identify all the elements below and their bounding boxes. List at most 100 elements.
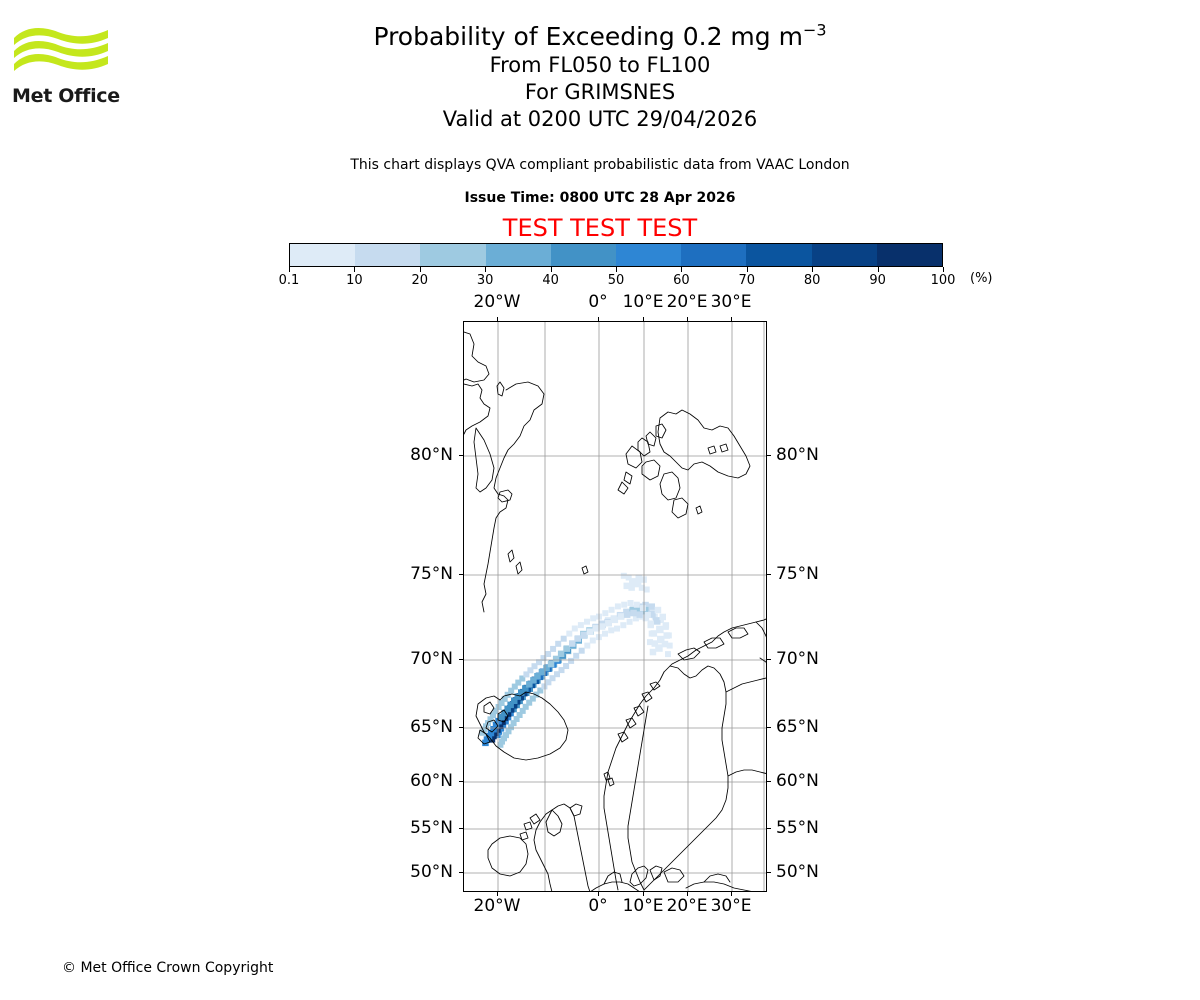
ash-cell-0-4 xyxy=(497,741,504,748)
lat-label-right-0: 80°N xyxy=(776,445,819,465)
ash-cell-21-1 xyxy=(552,655,560,663)
lon-label-top-1: 0° xyxy=(588,292,608,312)
ash-cell-2-4 xyxy=(501,735,507,742)
ash-cell-36-1 xyxy=(642,614,650,622)
ash-cell-28-1 xyxy=(592,625,600,632)
ash-cell-5-1 xyxy=(492,721,500,729)
met-office-waves-icon xyxy=(14,28,108,71)
colorbar-ticklabel-50: 50 xyxy=(607,273,625,288)
ash-cell-28-3 xyxy=(590,615,597,622)
map-panel[interactable] xyxy=(463,321,767,892)
ash-cell-31-4 xyxy=(626,618,633,625)
colorbar-tick-70 xyxy=(746,267,748,272)
lon-label-bottom-0: 20°W xyxy=(473,896,521,916)
colorbar-tick-20 xyxy=(419,267,421,272)
lon-label-bottom-4: 30°E xyxy=(710,896,752,916)
ash-probability-field xyxy=(479,572,673,748)
colorbar-ticklabel-0.1: 0.1 xyxy=(278,273,300,288)
lat-tickmark-right-2 xyxy=(767,659,771,660)
ash-cell-41-0 xyxy=(629,578,637,586)
ash-cell-22-1 xyxy=(557,650,565,658)
ash-cell-22-3 xyxy=(555,640,562,647)
colorbar-ticklabel-40: 40 xyxy=(542,273,559,288)
colorbar-ticklabel-10: 10 xyxy=(346,273,363,288)
ash-cell-20-1 xyxy=(547,660,555,668)
ash-cell-30-3 xyxy=(602,610,609,617)
ash-cell-27-1 xyxy=(586,628,594,635)
ash-cell-37-3 xyxy=(644,611,651,618)
lat-tickmark-left-5 xyxy=(459,828,463,829)
ash-cell-10-1 xyxy=(507,701,514,709)
colorbar-band-4 xyxy=(550,244,617,266)
lat-tickmark-right-3 xyxy=(767,727,771,728)
ash-cell-32-4 xyxy=(632,615,639,622)
ash-cell-33-1 xyxy=(623,611,631,618)
ash-cell-27-4 xyxy=(602,630,608,637)
lon-tickmark-bottom-0 xyxy=(497,892,498,896)
colorbar-tick-10 xyxy=(354,267,356,272)
ash-cell-7-3 xyxy=(495,704,502,710)
ash-cell-30-4 xyxy=(620,622,627,629)
colorbar-tick-0.1 xyxy=(289,267,290,272)
ash-cell-42-0 xyxy=(633,579,642,588)
ash-cell-31-3 xyxy=(608,606,615,613)
flight-level-line: From FL050 to FL100 xyxy=(489,53,711,77)
colorbar-tick-100 xyxy=(943,267,944,272)
ash-cell-17-1 xyxy=(534,673,541,680)
lat-label-left-0: 80°N xyxy=(410,445,453,465)
ash-cell-21-3 xyxy=(550,645,557,652)
ash-cell-40-0 xyxy=(655,644,663,652)
ash-cell-1-4 xyxy=(499,738,505,745)
ash-cell-39-2 xyxy=(663,632,670,639)
ash-cell-34-2 xyxy=(642,601,649,609)
lat-label-right-6: 50°N xyxy=(776,862,819,882)
ash-cell-32-3 xyxy=(614,603,621,610)
ash-cell-14-3 xyxy=(519,675,526,682)
colorbar-bands xyxy=(289,243,943,267)
ash-cell-29-1 xyxy=(598,623,606,630)
ash-cell-36-3 xyxy=(639,605,646,612)
ash-cell-19-1 xyxy=(543,664,550,672)
ash-cell-3-0 xyxy=(493,725,501,733)
colorbar-tick-60 xyxy=(681,267,683,272)
ash-cell-1-3 xyxy=(480,726,487,733)
qva-note: This chart displays QVA compliant probab… xyxy=(350,157,850,173)
ash-cell-20-3 xyxy=(545,651,552,657)
ash-cell-40-1 xyxy=(649,648,657,656)
ash-cell-4-0 xyxy=(495,721,504,729)
ash-cell-21-4 xyxy=(568,657,575,664)
ash-cell-25-3 xyxy=(571,625,578,632)
ash-cell-34-0 xyxy=(635,605,644,613)
ash-cell-26-1 xyxy=(580,631,588,639)
lat-label-right-5: 55°N xyxy=(776,818,819,838)
ash-cell-40-2 xyxy=(661,640,669,648)
ash-cell-17-4 xyxy=(549,675,556,682)
ash-cell-39-1 xyxy=(651,640,658,647)
ash-cell-34-3 xyxy=(627,600,634,606)
colorbar-band-2 xyxy=(420,244,486,266)
lon-label-top-3: 20°E xyxy=(666,292,708,312)
ash-cell-24-4 xyxy=(584,642,591,649)
ash-cell-11-3 xyxy=(508,687,515,694)
colorbar-band-1 xyxy=(355,244,421,266)
colorbar-tick-30 xyxy=(485,267,487,272)
map-canvas xyxy=(464,322,766,891)
lat-tickmark-right-1 xyxy=(767,574,771,575)
colorbar-unit-label: (%) xyxy=(970,271,993,286)
ash-cell-37-2 xyxy=(659,613,666,621)
colorbar-ticklabel-100: 100 xyxy=(930,273,956,288)
lon-tickmark-bottom-3 xyxy=(687,892,688,896)
lon-label-top-2: 10°E xyxy=(622,292,664,312)
ash-cell-18-3 xyxy=(536,659,542,666)
lat-label-left-2: 70°N xyxy=(410,649,453,669)
colorbar-ticklabel-30: 30 xyxy=(476,273,494,288)
issue-time: Issue Time: 0800 UTC 28 Apr 2026 xyxy=(464,190,736,206)
ash-cell-39-3 xyxy=(648,630,655,637)
ash-cell-35-2 xyxy=(648,603,655,610)
lon-tickmark-bottom-4 xyxy=(731,892,732,896)
chart-title-block: Probability of Exceeding 0.2 mg m−3 From… xyxy=(0,22,1200,133)
colorbar-ticklabel-80: 80 xyxy=(803,273,821,288)
ash-cell-41-3 xyxy=(620,572,627,579)
ash-cell-6-3 xyxy=(492,708,499,715)
ash-cell-8-1 xyxy=(501,709,508,717)
